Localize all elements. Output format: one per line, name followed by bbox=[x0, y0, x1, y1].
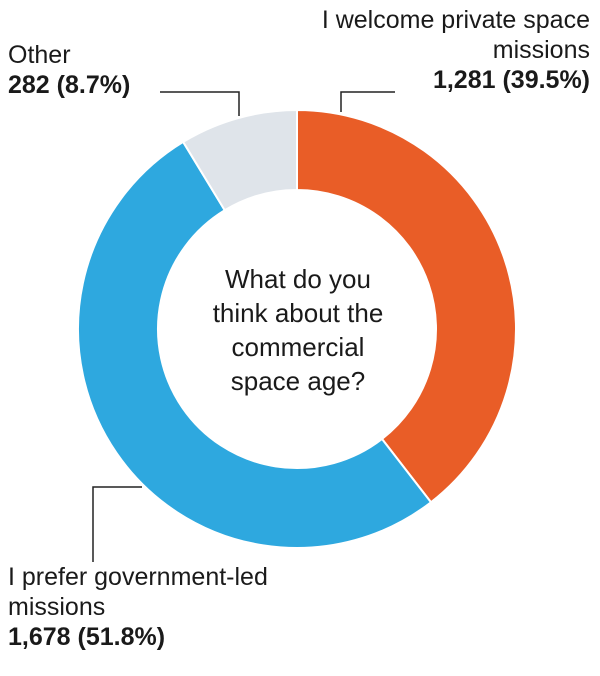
slice-label-government-value: 1,678 (51.8%) bbox=[8, 623, 166, 651]
leader-line-private bbox=[340, 91, 395, 112]
slice-private bbox=[296, 108, 517, 504]
donut-slices bbox=[77, 108, 517, 549]
slice-other bbox=[181, 108, 298, 212]
slice-government bbox=[77, 140, 433, 549]
slice-label-private-name: I welcome private space missions bbox=[321, 6, 590, 64]
slice-label-other-name: Other bbox=[8, 41, 71, 69]
slice-label-other: Other 282 (8.7%) bbox=[8, 40, 130, 100]
slice-label-government: I prefer government-led missions 1,678 (… bbox=[8, 562, 348, 652]
chart-title: What do you think about the commercial s… bbox=[212, 264, 384, 396]
slice-label-government-name: I prefer government-led missions bbox=[8, 563, 268, 621]
leader-line-other bbox=[160, 91, 240, 116]
slice-label-other-value: 282 (8.7%) bbox=[8, 71, 131, 99]
slice-label-private-value: 1,281 (39.5%) bbox=[432, 66, 590, 94]
leader-line-government bbox=[92, 486, 142, 562]
leader-lines bbox=[92, 91, 395, 562]
slice-label-private: I welcome private space missions 1,281 (… bbox=[290, 5, 590, 95]
